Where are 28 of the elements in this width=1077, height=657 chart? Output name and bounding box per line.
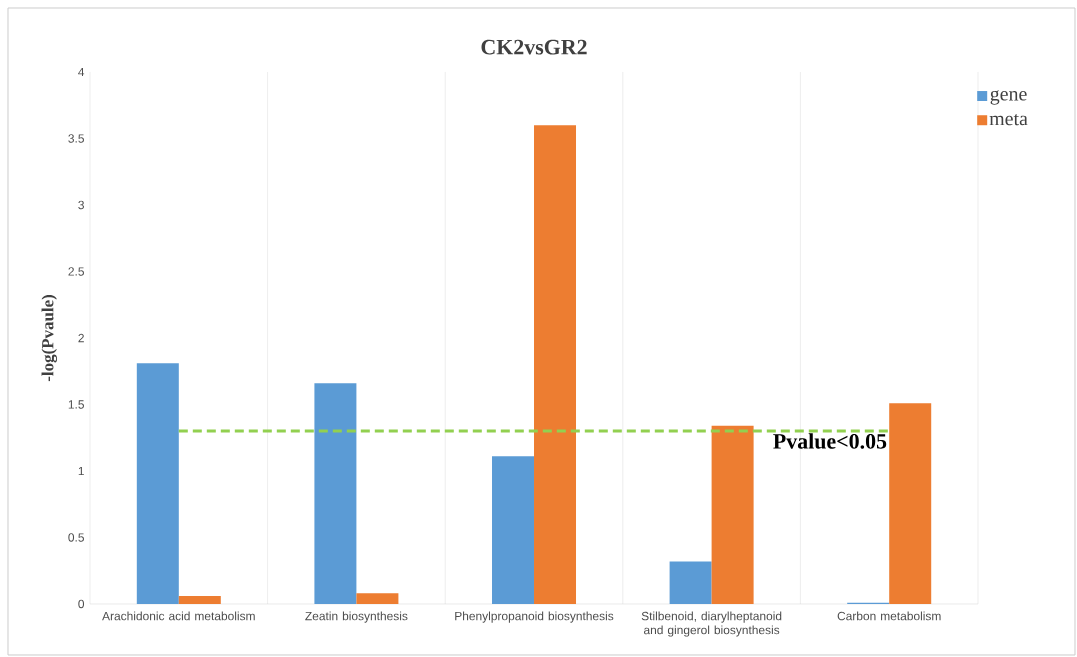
bar [711, 425, 754, 604]
x-tick-label: Arachidonic acid metabolism [102, 611, 255, 621]
bar [534, 125, 577, 604]
y-tick-label: 0 [78, 599, 85, 609]
x-tick-label: Carbon metabolism [837, 611, 941, 621]
ref-line-label: Pvalue<0.05 [773, 433, 887, 449]
bar [356, 593, 399, 604]
y-tick-label: 3 [78, 200, 84, 210]
x-tick-label: Zeatin biosynthesis [305, 611, 408, 623]
y-tick-label: 3.5 [68, 134, 84, 143]
bar [889, 403, 932, 604]
bar [314, 383, 357, 604]
x-tick-label: Stilbenoid, diarylheptanoid and gingerol biosynthesis [641, 611, 782, 637]
bar [178, 596, 221, 604]
y-tick-label: 1 [78, 466, 84, 476]
chart-title: CK2vsGR2 [481, 39, 587, 55]
bar [136, 363, 179, 604]
x-tick-label: Phenylpropanoid biosynthesis [455, 611, 614, 623]
y-tick-label: 2.5 [68, 267, 84, 276]
y-axis-title: -log(Pvaule) [41, 294, 58, 382]
y-tick-label: 0.5 [68, 533, 84, 542]
y-tick-label: 2 [78, 333, 84, 343]
y-tick-label: 4 [78, 67, 85, 77]
bar [669, 561, 712, 604]
bar [492, 456, 535, 604]
y-tick-label: 1.5 [68, 400, 84, 409]
legend-label: gene [990, 90, 1027, 105]
legend-label: meta [989, 113, 1028, 126]
